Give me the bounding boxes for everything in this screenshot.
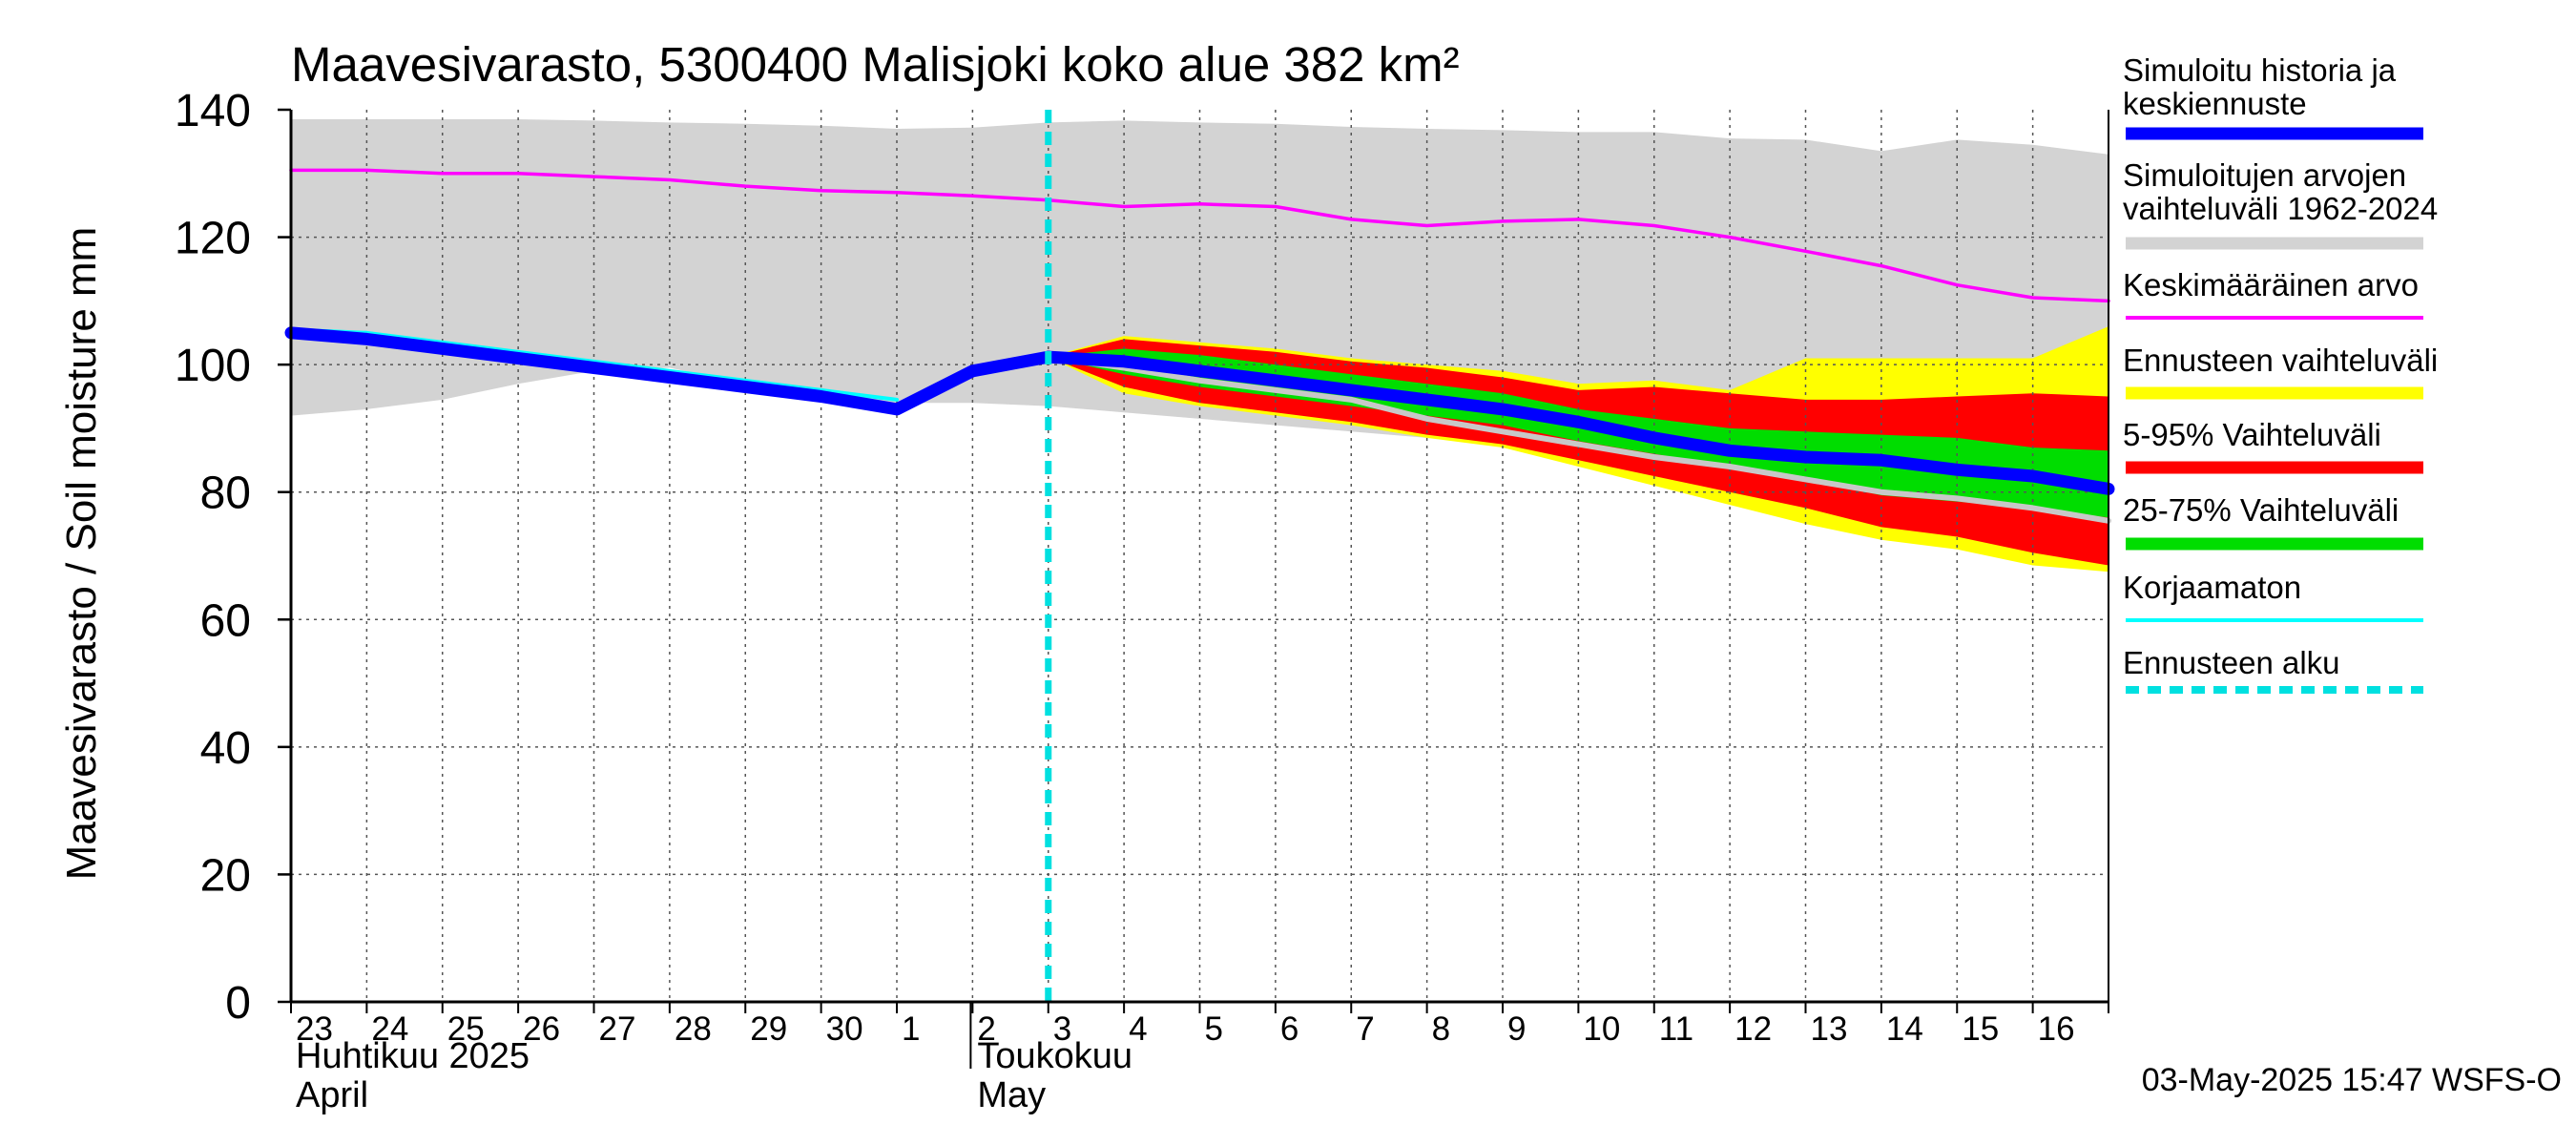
legend-label: Korjaamaton xyxy=(2123,570,2301,605)
y-tick-label: 40 xyxy=(200,723,251,774)
x-day-label: 28 xyxy=(675,1010,712,1048)
y-tick-label: 140 xyxy=(175,86,251,136)
y-tick-label: 60 xyxy=(200,595,251,646)
legend-label: vaihteluväli 1962-2024 xyxy=(2123,191,2438,226)
x-day-label: 9 xyxy=(1507,1010,1526,1048)
x-day-label: 29 xyxy=(750,1010,787,1048)
plot-grid xyxy=(291,110,2109,1002)
legend-label: Simuloitu historia ja xyxy=(2123,52,2397,88)
x-day-label: 14 xyxy=(1886,1010,1923,1048)
x-day-label: 13 xyxy=(1811,1010,1848,1048)
x-day-label: 15 xyxy=(1962,1010,1999,1048)
x-day-label: 1 xyxy=(902,1010,920,1048)
x-day-label: 7 xyxy=(1356,1010,1374,1048)
legend-label: Simuloitujen arvojen xyxy=(2123,157,2406,193)
legend-label: 5-95% Vaihteluväli xyxy=(2123,417,2381,452)
x-day-label: 27 xyxy=(599,1010,636,1048)
y-tick-label: 100 xyxy=(175,341,251,391)
x-day-label: 16 xyxy=(2038,1010,2075,1048)
legend-label: Keskimääräinen arvo xyxy=(2123,267,2419,302)
x-day-label: 2 xyxy=(977,1010,995,1048)
mean-line xyxy=(289,168,2110,303)
uncorrected-line xyxy=(289,327,899,402)
x-day-label: 3 xyxy=(1053,1010,1071,1048)
x-day-label: 5 xyxy=(1205,1010,1223,1048)
x-day-label: 10 xyxy=(1583,1010,1620,1048)
x-day-label: 26 xyxy=(523,1010,560,1048)
forecast-grey-line xyxy=(1045,354,2111,524)
legend-label: keskiennuste xyxy=(2123,86,2307,121)
x-day-label: 4 xyxy=(1129,1010,1147,1048)
x-day-label: 12 xyxy=(1735,1010,1772,1048)
x-day-label: 24 xyxy=(371,1010,408,1048)
x-day-label: 6 xyxy=(1280,1010,1298,1048)
legend-label: Ennusteen vaihteluväli xyxy=(2123,343,2438,378)
y-tick-label: 120 xyxy=(175,214,251,264)
x-day-label: 30 xyxy=(826,1010,863,1048)
month-label-fi: Toukokuu xyxy=(977,1036,1132,1076)
y-tick-label: 0 xyxy=(225,978,251,1029)
x-day-label: 8 xyxy=(1432,1010,1450,1048)
chart-title: Maavesivarasto, 5300400 Malisjoki koko a… xyxy=(291,37,1460,92)
month-label-fi: Huhtikuu 2025 xyxy=(296,1036,530,1076)
x-day-label: 23 xyxy=(296,1010,333,1048)
month-label-en: April xyxy=(296,1075,368,1115)
history-line xyxy=(284,326,1055,416)
month-label-en: May xyxy=(977,1075,1046,1115)
y-tick-label: 80 xyxy=(200,468,251,519)
plot-lines xyxy=(284,110,2115,1002)
median-forecast-line xyxy=(1042,350,2115,495)
footer-timestamp: 03-May-2025 15:47 WSFS-O xyxy=(2142,1062,2562,1098)
y-axis-label: Maavesivarasto / Soil moisture mm xyxy=(58,227,105,881)
legend-label: Ennusteen alku xyxy=(2123,645,2340,680)
x-day-label: 11 xyxy=(1659,1010,1693,1048)
x-day-label: 25 xyxy=(447,1010,485,1048)
y-tick-label: 20 xyxy=(200,850,251,901)
legend-label: 25-75% Vaihteluväli xyxy=(2123,492,2399,528)
